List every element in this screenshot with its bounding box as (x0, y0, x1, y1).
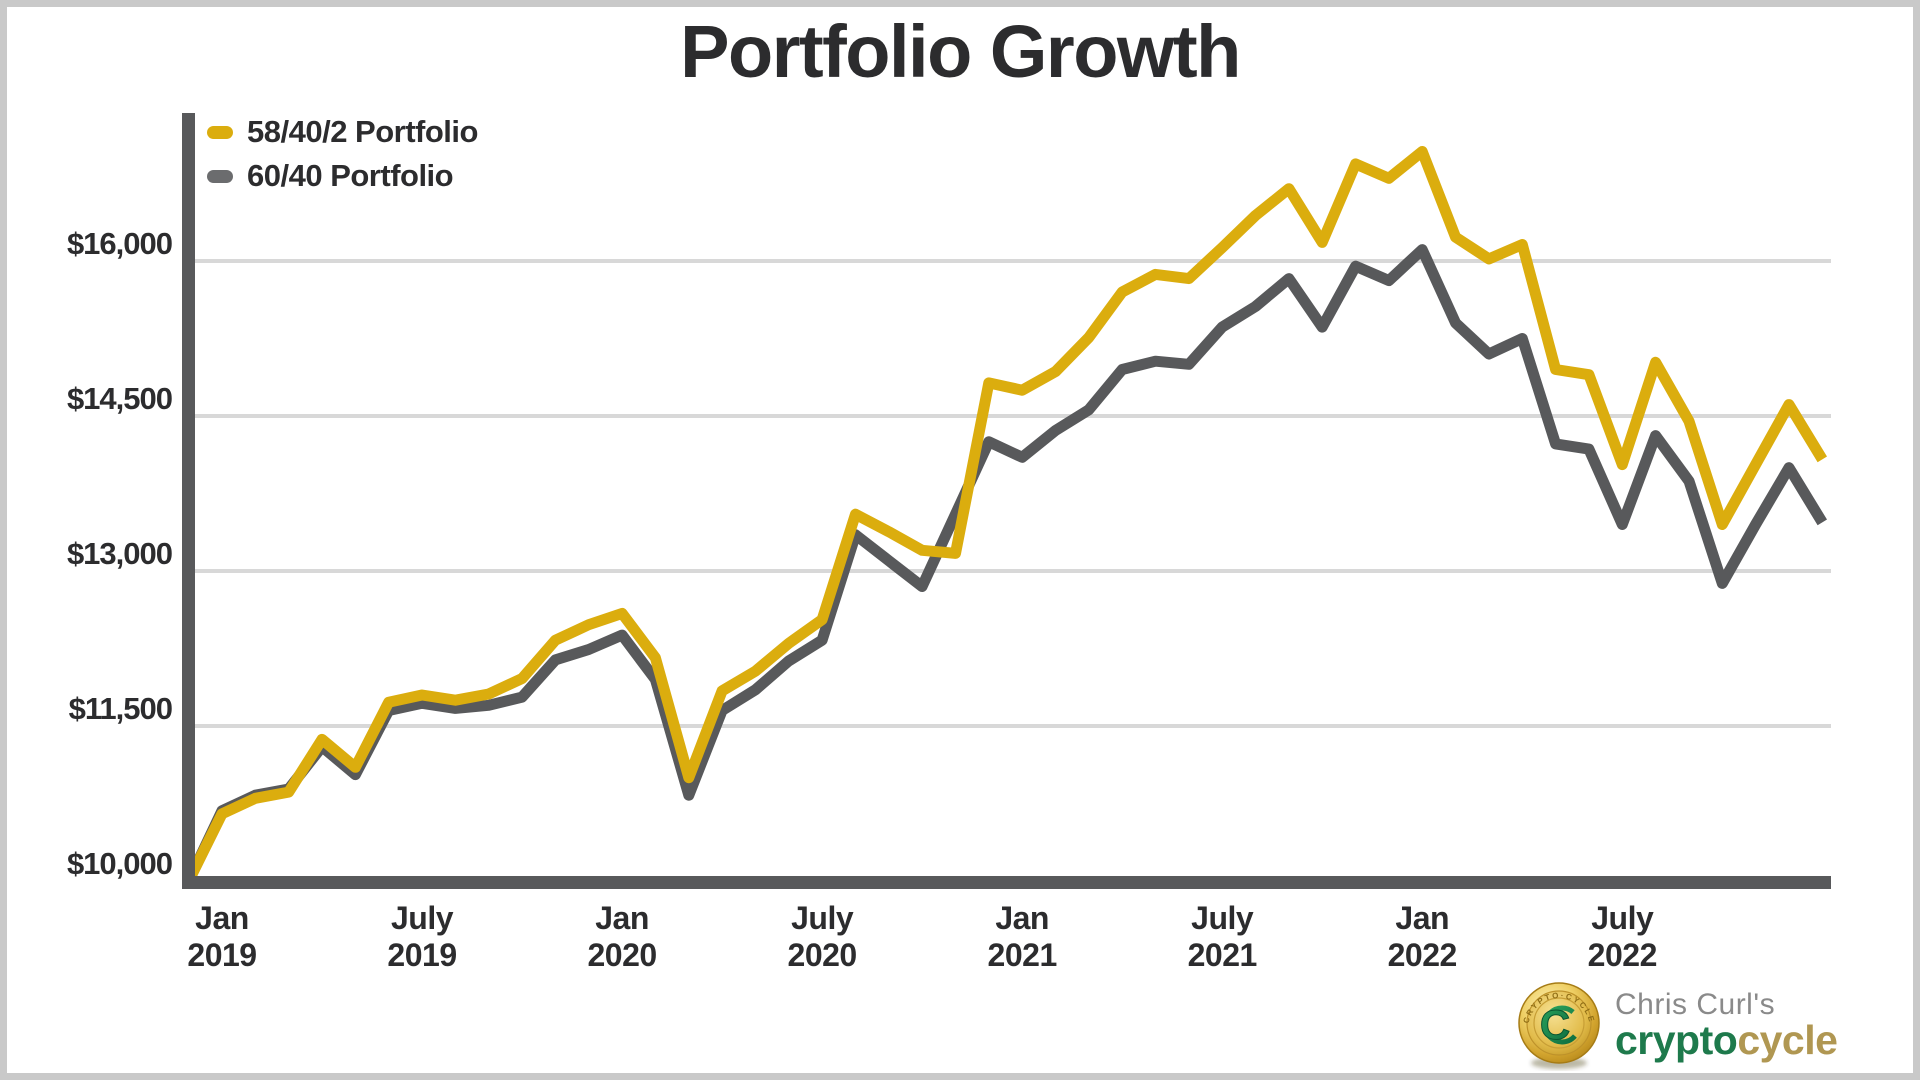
page-title: Portfolio Growth (680, 10, 1241, 93)
coin-letter: C (1540, 1001, 1570, 1048)
brand-name-cycle: cycle (1737, 1017, 1838, 1063)
gray-line-swatch-icon (207, 169, 233, 183)
legend-label: 58/40/2 Portfolio (247, 114, 478, 149)
x-tick-label-july-2020: July 2020 (787, 900, 858, 973)
chart-canvas (182, 113, 1831, 889)
y-tick-label-10000: $10,000 (66, 846, 173, 881)
x-tick-label-jan-2020: Jan 2020 (587, 900, 657, 973)
brand-text: Chris Curl's cryptocycle (1615, 988, 1838, 1063)
y-axis-bar (182, 113, 195, 889)
legend-item-60-40: 60/40 Portfolio (207, 154, 478, 198)
brand-name: cryptocycle (1615, 1017, 1838, 1063)
legend: 58/40/2 Portfolio 60/40 Portfolio (207, 110, 478, 198)
series-line-58-40-2-portfolio (183, 146, 1828, 884)
x-tick-label-jan-2019: Jan 2019 (187, 900, 257, 973)
x-axis-bar (182, 876, 1831, 889)
series-line-60-40-portfolio (183, 244, 1827, 884)
brand-byline: Chris Curl's (1615, 988, 1776, 1021)
cryptocycle-coin-icon: CRYPTO·CYCLE C (1518, 982, 1600, 1069)
x-tick-label-july-2019: July 2019 (387, 900, 457, 973)
x-tick-label-july-2022: July 2022 (1587, 900, 1658, 973)
x-tick-label-jan-2021: Jan 2021 (987, 900, 1058, 973)
branding: CRYPTO·CYCLE C Chris Curl's cryptocycle (1515, 979, 1838, 1071)
legend-label: 60/40 Portfolio (247, 158, 454, 193)
y-tick-label-16000: $16,000 (66, 226, 173, 261)
yellow-line-swatch-icon (207, 125, 233, 139)
y-tick-label-14500: $14,500 (66, 381, 173, 416)
brand-name-crypto: crypto (1615, 1017, 1738, 1063)
y-tick-label-11500: $11,500 (68, 691, 173, 726)
x-tick-label-jan-2022: Jan 2022 (1387, 900, 1458, 973)
y-tick-label-13000: $13,000 (66, 536, 173, 571)
x-tick-label-july-2021: July 2021 (1187, 900, 1258, 973)
legend-item-58-40-2: 58/40/2 Portfolio (207, 110, 478, 154)
